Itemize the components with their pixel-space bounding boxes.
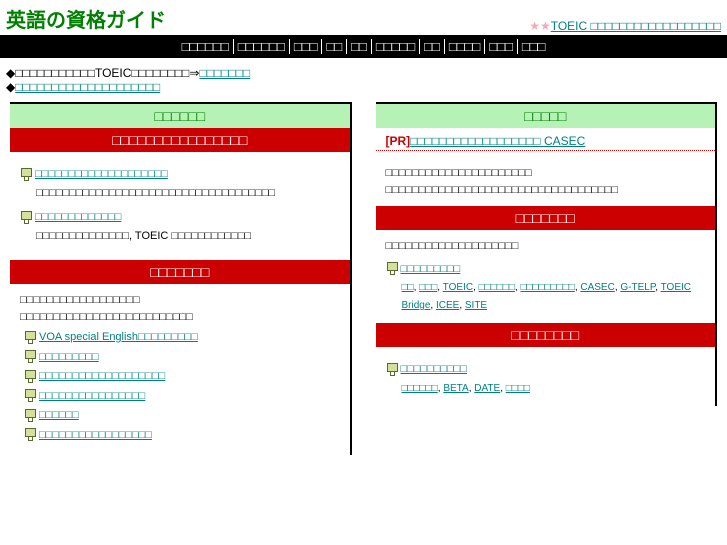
left-item-link[interactable]: □□□□□□□□□□□□□ [35,211,121,223]
nav-item[interactable]: □□□ [485,39,518,54]
pin-icon [24,331,35,344]
left-red2: □□□□□□□ [10,260,350,284]
list-item: □□□□□□□□□ [24,349,340,366]
pin-icon [20,211,31,224]
site-title: 英語の資格ガイド [6,4,166,33]
list-item-link[interactable]: □□□□□□□□□□□□□□□□ [39,390,145,402]
intro-block: ◆□□□□□□□□□□□TOEIC□□□□□□□□⇒□□□□□□□ ◆□□□□□… [0,58,727,102]
right-red1: □□□□□□□ [376,206,716,230]
nav-item[interactable]: □□□ [290,39,323,54]
list-item: □□□□□□ [24,407,340,424]
left-item-desc: □□□□□□□□□□□□□□□□□□□□□□□□□□□□□□□□□□□□ [36,185,340,202]
left-body2: □□□□□□□□□□□□□□□□□□ □□□□□□□□□□□□□□□□□□□□□… [10,284,350,455]
pin-icon [24,350,35,363]
nav-item[interactable]: □□□□□ [372,39,420,54]
list-item-link[interactable]: □□□□□□ [39,409,79,421]
sub-link[interactable]: G-TELP [620,282,655,293]
columns: □□□□□□ □□□□□□□□□□□□□□□□ □□□□□□□□□□□□□□□□… [0,102,727,455]
left-item-link[interactable]: □□□□□□□□□□□□□□□□□□□□ [35,168,168,180]
intro-line1-prefix: ◆□□□□□□□□□□□TOEIC□□□□□□□□⇒ [6,66,199,80]
left-body2-line1: □□□□□□□□□□□□□□□□□□ [20,292,340,309]
right-body1-line1: □□□□□□□□□□□□□□□□□□□□□□ [386,165,706,182]
nav-item[interactable]: □□□□□□ [178,39,234,54]
right-head1: □□□□□ [376,104,716,128]
nav-item[interactable]: □□□□ [445,39,485,54]
right-red2: □□□□□□□□ [376,323,716,347]
right-cat1-title[interactable]: □□□□□□□□□ [401,263,461,275]
right-body1: □□□□□□□□□□□□□□□□□□□□□□ □□□□□□□□□□□□□□□□□… [376,157,716,206]
right-cat2-links: □□□□□□, BETA, DATE, □□□□ [402,380,706,398]
stars: ★★ [529,19,551,33]
list-item: VOA special English□□□□□□□□□ [24,329,340,346]
left-red1: □□□□□□□□□□□□□□□□ [10,128,350,152]
sub-link[interactable]: □□□□□□ [402,383,438,394]
pin-icon [24,428,35,441]
pin-icon [24,409,35,422]
left-list2: VOA special English□□□□□□□□□□□□□□□□□□□□□… [20,329,340,443]
pin-icon [24,389,35,402]
pr-link[interactable]: □□□□□□□□□□□□□□□□□□ CASEC [410,134,585,148]
sub-link[interactable]: □□ [402,282,414,293]
pin-icon [386,363,397,376]
list-item-link[interactable]: □□□□□□□□□□□□□□□□□ [39,429,152,441]
header-right-link[interactable]: TOEIC □□□□□□□□□□□□□□□□□□ [551,19,721,33]
left-item-desc: □□□□□□□□□□□□□□, TOEIC □□□□□□□□□□□□ [36,228,340,245]
right-cat1-links: □□, □□□, TOEIC, □□□□□□, □□□□□□□□□, CASEC… [402,279,706,315]
sub-link[interactable]: TOEIC [443,282,473,293]
left-head1: □□□□□□ [10,104,350,128]
list-item-link[interactable]: □□□□□□□□□ [39,351,99,363]
pin-icon [386,262,397,275]
nav-item[interactable]: □□□ [518,39,550,54]
list-item: □□□□□□□□□□□□□□□□□□□ [24,368,340,385]
list-item-link[interactable]: □□□□□□□□□□□□□□□□□□□ [39,370,165,382]
left-column: □□□□□□ □□□□□□□□□□□□□□□□ □□□□□□□□□□□□□□□□… [10,102,352,455]
intro-line1-link[interactable]: □□□□□□□ [199,66,250,80]
sub-link[interactable]: □□□□□□ [479,282,515,293]
pr-tag: [PR] [386,134,411,148]
sub-link[interactable]: SITE [465,300,487,311]
list-item-link[interactable]: VOA special English□□□□□□□□□ [39,331,198,343]
sub-link[interactable]: DATE [474,383,500,394]
nav-item[interactable]: □□□□□□ [234,39,290,54]
sub-link[interactable]: CASEC [580,282,614,293]
sub-link[interactable]: ICEE [436,300,459,311]
sub-link[interactable]: □□□□□□□□□ [520,282,574,293]
intro-line2-prefix: ◆ [6,80,15,94]
sub-link[interactable]: BETA [443,383,468,394]
sub-link[interactable]: □□□□ [506,383,530,394]
header: 英語の資格ガイド ★★TOEIC □□□□□□□□□□□□□□□□□□ [0,0,727,35]
list-item: □□□□□□□□□□□□□□□□□ [24,427,340,444]
header-right: ★★TOEIC □□□□□□□□□□□□□□□□□□ [529,19,721,33]
left-body2-line2: □□□□□□□□□□□□□□□□□□□□□□□□□□ [20,309,340,326]
right-body3: □□□□□□□□□□ □□□□□□, BETA, DATE, □□□□ [376,347,716,406]
pin-icon [24,370,35,383]
right-column: □□□□□ [PR]□□□□□□□□□□□□□□□□□□ CASEC □□□□□… [376,102,718,406]
left-body1: □□□□□□□□□□□□□□□□□□□□□□□□□□□□□□□□□□□□□□□□… [10,152,350,260]
sub-link[interactable]: □□□ [419,282,437,293]
nav-item[interactable]: □□ [420,39,445,54]
list-item: □□□□□□□□□□□□□□□□ [24,388,340,405]
pin-icon [20,168,31,181]
nav-item[interactable]: □□ [347,39,372,54]
pr-line: [PR]□□□□□□□□□□□□□□□□□□ CASEC [376,128,716,151]
right-cat2-title[interactable]: □□□□□□□□□□ [401,363,467,375]
right-body2-text: □□□□□□□□□□□□□□□□□□□□ [386,238,706,255]
right-body2: □□□□□□□□□□□□□□□□□□□□ □□□□□□□□□ □□, □□□, … [376,230,716,323]
intro-line2-link[interactable]: □□□□□□□□□□□□□□□□□□□□ [15,80,160,94]
nav-bar: □□□□□□□□□□□□□□□□□□□□□□□□□□□□□□□□□□□□ [0,35,727,58]
right-body1-line2: □□□□□□□□□□□□□□□□□□□□□□□□□□□□□□□□□□□ [386,182,706,199]
nav-item[interactable]: □□ [322,39,347,54]
